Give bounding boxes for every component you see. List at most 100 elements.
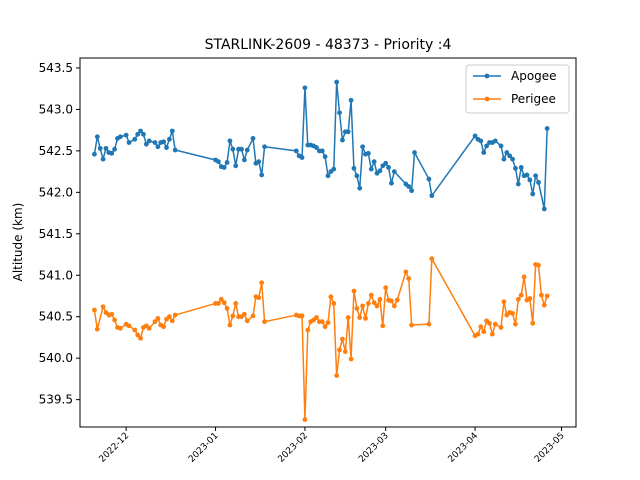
data-point xyxy=(507,153,513,159)
data-point xyxy=(513,165,518,171)
data-point xyxy=(331,166,337,172)
data-point xyxy=(527,296,533,301)
data-point xyxy=(403,269,409,275)
data-point xyxy=(377,168,383,174)
plot-frame xyxy=(79,57,577,428)
data-point xyxy=(322,154,328,160)
data-point xyxy=(167,314,172,320)
data-point xyxy=(117,134,123,140)
data-point xyxy=(510,311,515,316)
data-point xyxy=(94,326,100,332)
data-point xyxy=(539,292,544,298)
data-point xyxy=(293,148,299,154)
data-point xyxy=(155,315,161,321)
data-point xyxy=(351,165,357,171)
data-point xyxy=(342,349,348,354)
data-point xyxy=(314,145,319,150)
data-point xyxy=(302,85,308,91)
data-point xyxy=(256,295,262,301)
data-point xyxy=(533,173,539,179)
data-point xyxy=(152,140,158,145)
data-point xyxy=(262,144,267,150)
data-point xyxy=(406,184,412,189)
data-point xyxy=(544,126,550,131)
data-point xyxy=(389,180,394,186)
data-point xyxy=(227,322,233,328)
data-point xyxy=(167,136,172,142)
data-point xyxy=(391,303,397,309)
y-tick-label: 540.5 xyxy=(39,310,73,324)
data-point xyxy=(141,131,146,137)
data-point xyxy=(354,173,360,179)
data-point xyxy=(97,145,103,151)
data-point xyxy=(365,301,371,306)
data-point xyxy=(351,288,357,294)
data-point xyxy=(233,301,239,306)
data-point xyxy=(368,166,374,172)
data-point xyxy=(481,329,487,335)
y-tick-label: 543.0 xyxy=(39,102,73,116)
data-point xyxy=(138,335,143,341)
data-point xyxy=(426,176,432,182)
data-point xyxy=(541,302,547,308)
data-point xyxy=(536,179,541,185)
chart-title: STARLINK-2609 - 48373 - Priority :4 xyxy=(205,37,452,53)
y-tick-label: 543.5 xyxy=(39,61,73,75)
data-point xyxy=(391,169,397,175)
data-point xyxy=(319,319,325,325)
data-point xyxy=(475,331,481,337)
series-apogee xyxy=(92,79,550,212)
data-point xyxy=(109,150,115,156)
data-point xyxy=(371,159,377,165)
data-point xyxy=(169,128,175,134)
data-point xyxy=(164,145,169,150)
data-point xyxy=(354,306,360,311)
data-point xyxy=(94,134,100,140)
data-point xyxy=(340,137,345,143)
y-tick-label: 540.0 xyxy=(39,351,73,365)
data-point xyxy=(481,150,487,155)
data-point xyxy=(244,318,250,324)
data-point xyxy=(541,206,547,212)
data-point xyxy=(337,347,342,353)
data-point xyxy=(357,315,363,320)
data-point xyxy=(117,325,123,331)
data-point xyxy=(239,146,244,152)
data-point xyxy=(478,138,484,144)
data-point xyxy=(143,141,149,147)
y-axis-label: Altitude (km) xyxy=(11,203,25,282)
y-tick-label: 542.5 xyxy=(39,144,73,158)
data-point xyxy=(357,185,363,191)
data-point xyxy=(325,173,331,179)
data-point xyxy=(172,312,178,318)
y-tick-label: 539.5 xyxy=(39,393,73,407)
data-point xyxy=(216,301,221,306)
data-point xyxy=(314,315,319,320)
data-point xyxy=(218,296,224,302)
data-point xyxy=(135,131,141,137)
data-point xyxy=(161,139,167,145)
data-point xyxy=(380,323,386,329)
data-point xyxy=(409,188,415,194)
data-point xyxy=(259,172,265,178)
data-point xyxy=(319,148,325,154)
legend-marker xyxy=(484,96,490,102)
data-point xyxy=(233,163,239,169)
series-perigee xyxy=(92,256,550,422)
data-point xyxy=(518,292,524,298)
data-point xyxy=(487,320,492,326)
y-tick-label: 541.5 xyxy=(39,227,73,241)
data-point xyxy=(169,318,175,324)
data-point xyxy=(334,79,340,85)
data-point xyxy=(363,315,368,321)
data-point xyxy=(544,293,550,299)
data-point xyxy=(132,327,138,333)
data-point xyxy=(224,160,230,165)
data-point xyxy=(138,128,143,134)
legend-label: Apogee xyxy=(511,69,557,83)
data-point xyxy=(383,160,389,166)
data-point xyxy=(146,325,152,331)
data-point xyxy=(123,132,129,138)
data-point xyxy=(412,150,417,155)
